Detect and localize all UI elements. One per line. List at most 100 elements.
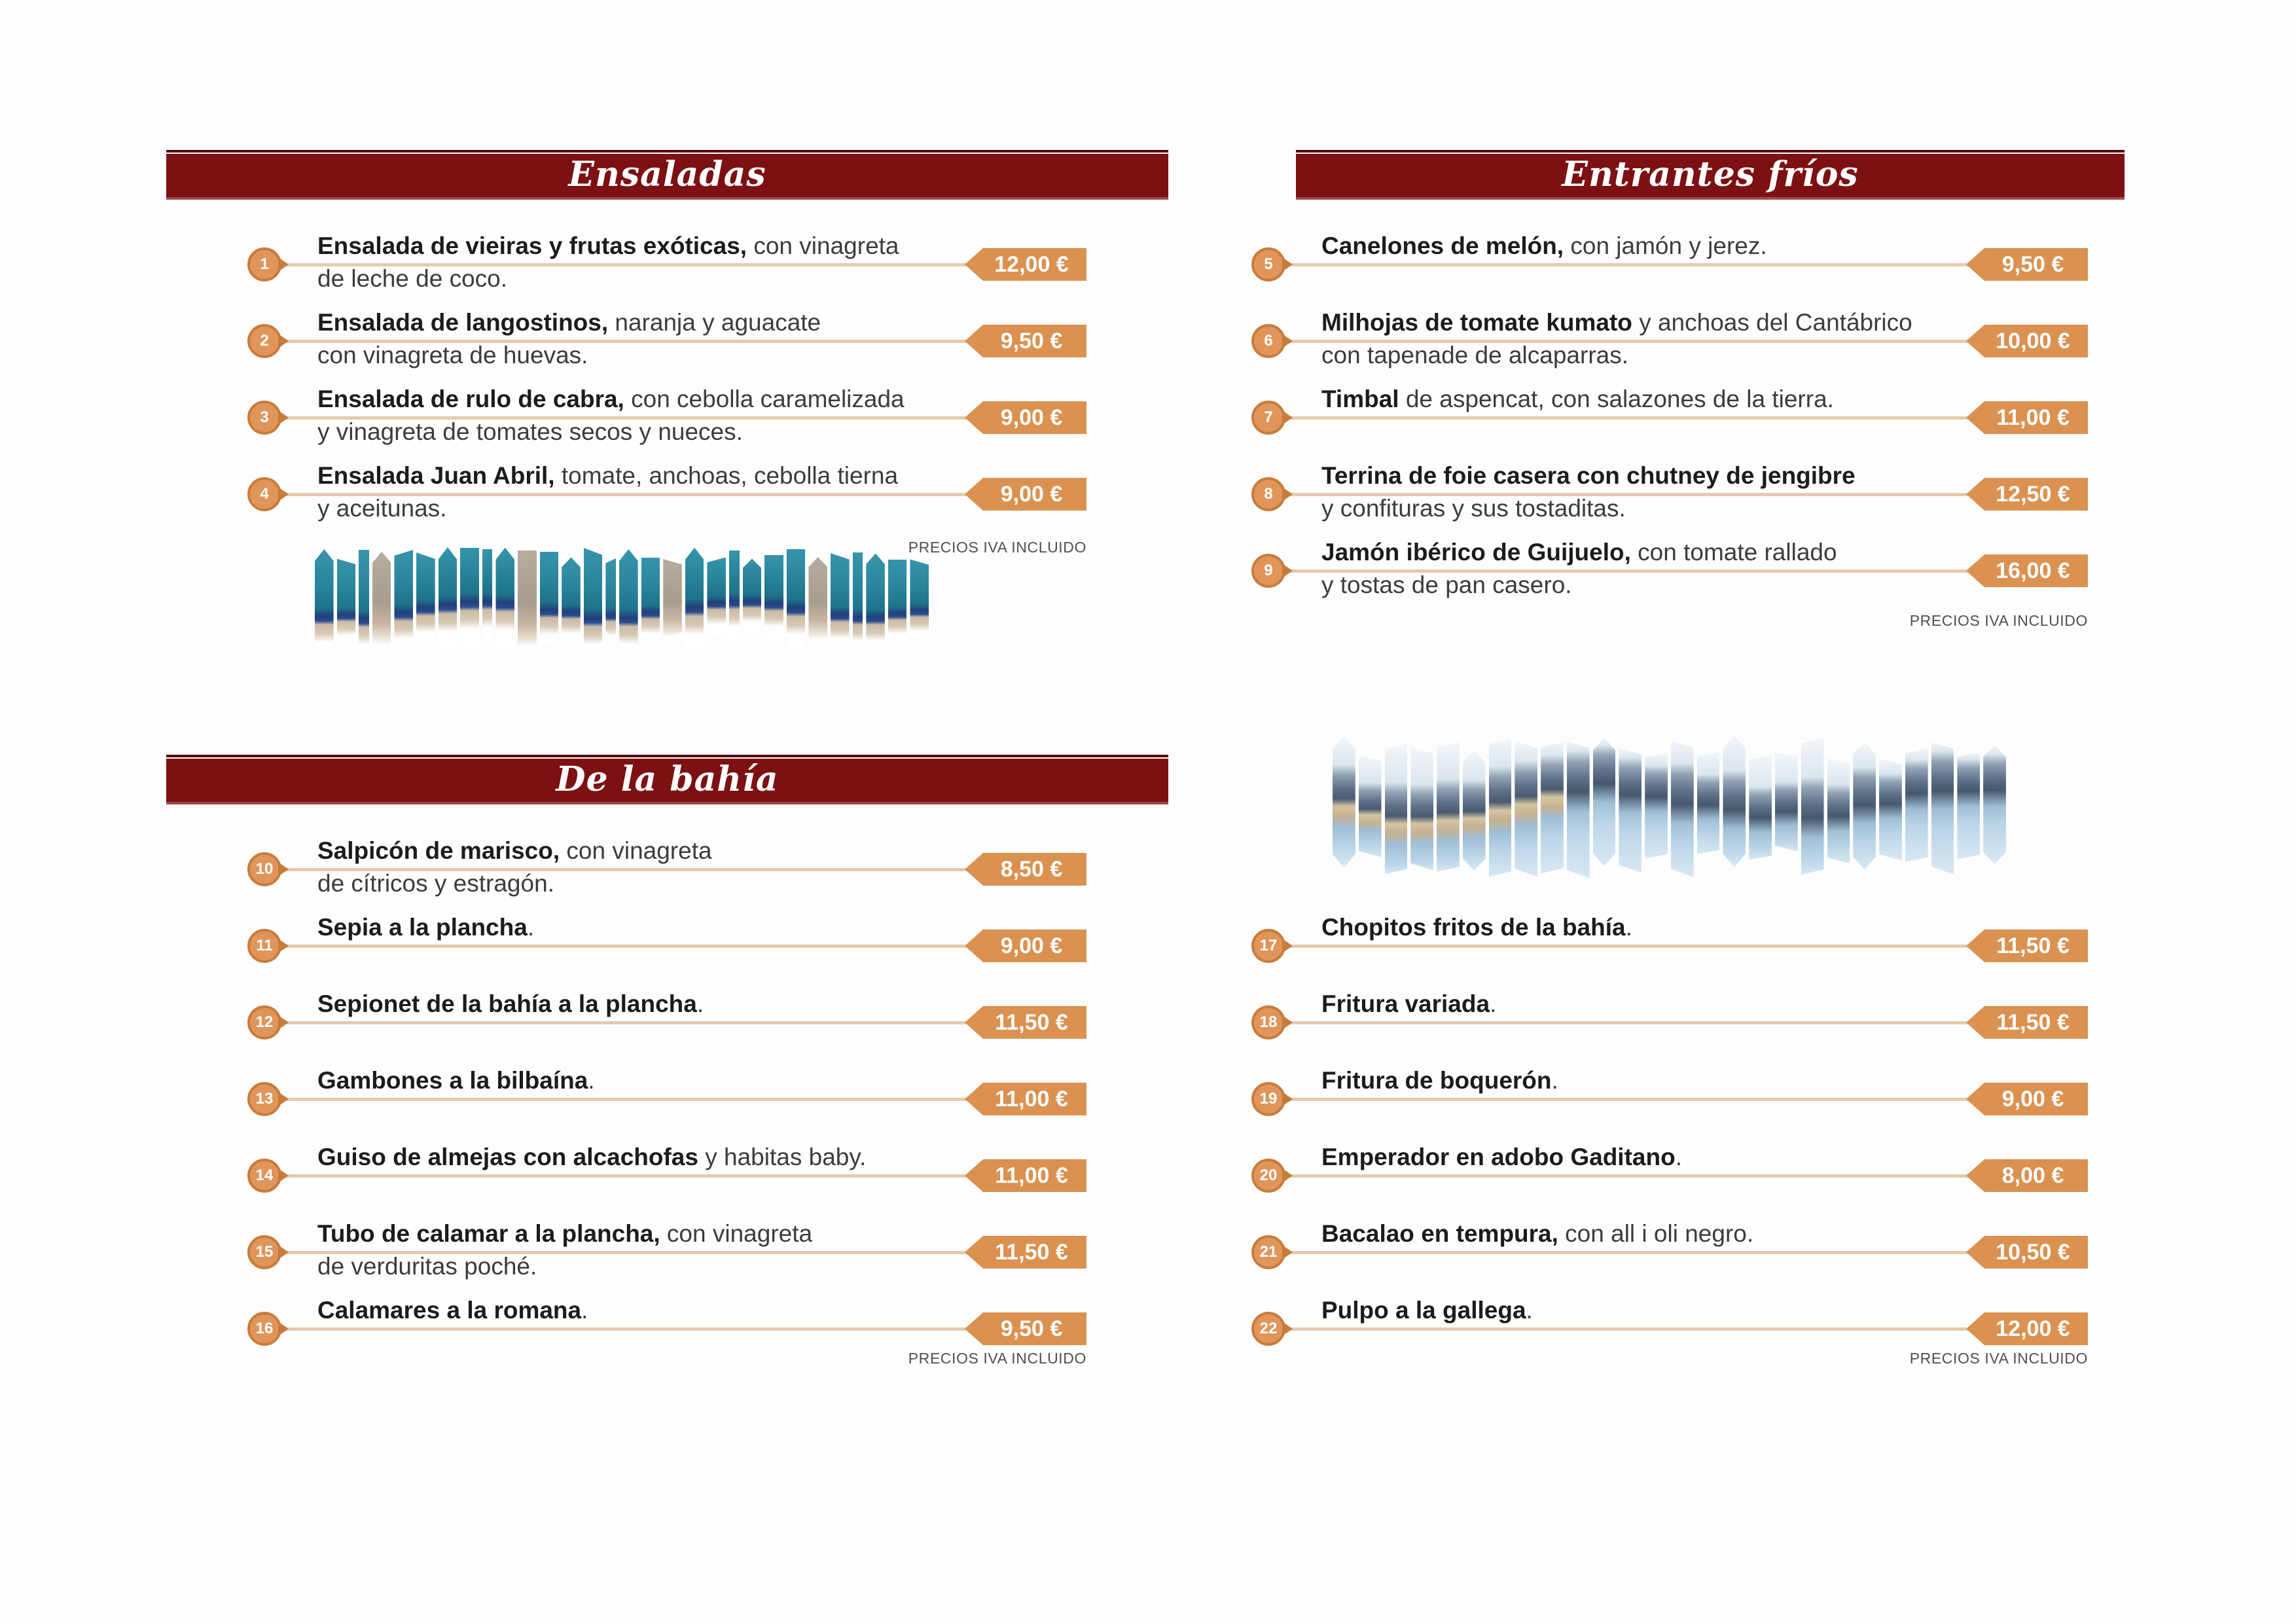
section-title: Ensaladas	[568, 154, 766, 194]
menu-items-ensaladas: 1 Ensalada de vieiras y frutas exóticas,…	[247, 225, 1086, 532]
item-name: Milhojas de tomate kumato	[1321, 309, 1632, 336]
leader-line	[283, 945, 970, 948]
item-description: con vinagreta de verduritas poché.	[317, 1220, 813, 1280]
photo-strip	[888, 559, 907, 637]
item-name: Timbal	[1321, 386, 1399, 412]
photo-strip	[1488, 738, 1512, 877]
item-number: 1	[260, 255, 269, 273]
item-text: Bacalao en tempura, con all i oli negro.	[1321, 1218, 2015, 1250]
photo-strip	[866, 553, 885, 643]
photo-strip	[1723, 735, 1746, 867]
item-text: Ensalada de langostinos, naranja y aguac…	[317, 306, 1011, 372]
menu-item-row: 13 Gambones a la bilbaína. 11,00 €	[247, 1060, 1086, 1136]
item-price: 12,00 €	[994, 252, 1069, 277]
item-price: 9,50 €	[1000, 1316, 1063, 1341]
item-number-badge: 21	[1251, 1235, 1285, 1269]
item-text: Fritura variada.	[1321, 988, 2015, 1020]
item-description: con jamón y jerez.	[1564, 232, 1767, 259]
leader-line	[1287, 945, 1971, 948]
menu-item-row: 20 Emperador en adobo Gaditano. 8,00 €	[1251, 1136, 2088, 1213]
item-text: Calamares a la romana.	[317, 1294, 1011, 1327]
photo-strip	[1410, 748, 1434, 871]
price-tag: 9,50 €	[965, 1312, 1086, 1345]
item-name: Fritura variada	[1321, 990, 1490, 1017]
item-name: Canelones de melón,	[1321, 232, 1564, 259]
item-price: 11,50 €	[1996, 1010, 2070, 1035]
price-tag: 9,00 €	[965, 478, 1086, 511]
price-tag: 11,50 €	[1966, 1006, 2088, 1039]
item-name: Jamón ibérico de Guijuelo,	[1321, 539, 1631, 566]
item-description: con vinagreta de leche de coco.	[317, 232, 899, 292]
photo-strip	[583, 548, 603, 648]
item-text: Milhojas de tomate kumato y anchoas del …	[1321, 306, 2015, 372]
item-price: 10,00 €	[1996, 329, 2070, 353]
item-description: con all i oli negro.	[1558, 1220, 1754, 1247]
menu-items-entrantes-frios: 5 Canelones de melón, con jamón y jerez.…	[1251, 225, 2088, 608]
photo-strip	[831, 553, 850, 643]
menu-item-row: 6 Milhojas de tomate kumato y anchoas de…	[1251, 302, 2088, 378]
item-name: Fritura de boquerón	[1321, 1067, 1552, 1094]
item-name: Sepia a la plancha	[317, 914, 528, 941]
item-number: 10	[255, 860, 274, 878]
item-name: Tubo de calamar a la plancha,	[317, 1220, 660, 1247]
leader-line	[283, 263, 970, 266]
price-tag: 16,00 €	[1966, 554, 2088, 587]
item-text: Ensalada de rulo de cabra, con cebolla c…	[317, 383, 1011, 448]
item-description: con tomate rallado y tostas de pan caser…	[1321, 539, 1837, 598]
photo-strip	[539, 551, 559, 645]
item-text: Sepionet de la bahía a la plancha.	[317, 988, 1011, 1020]
item-number: 7	[1264, 408, 1273, 426]
menu-item-row: 8 Terrina de foie casera con chutney de …	[1251, 455, 2088, 532]
item-description: con cebolla caramelizada y vinagreta de …	[317, 386, 905, 445]
item-price: 16,00 €	[1996, 558, 2070, 583]
item-number: 20	[1259, 1166, 1278, 1184]
photo-strip	[482, 549, 493, 647]
menu-item-row: 2 Ensalada de langostinos, naranja y agu…	[247, 302, 1086, 378]
beach-photo-collage	[315, 547, 929, 649]
menu-item-row: 1 Ensalada de vieiras y frutas exóticas,…	[247, 225, 1086, 302]
section-title: De la bahía	[556, 759, 779, 799]
item-text: Canelones de melón, con jamón y jerez.	[1321, 230, 2015, 262]
item-number: 9	[1264, 562, 1273, 579]
section-header-ensaladas: Ensaladas	[166, 150, 1168, 200]
item-name: Gambones a la bilbaína	[317, 1067, 588, 1094]
photo-strip	[1749, 755, 1772, 860]
photo-strip	[1619, 748, 1642, 873]
item-description: tomate, anchoas, cebolla tierna y aceitu…	[317, 462, 899, 522]
item-number-badge: 20	[1251, 1159, 1285, 1193]
item-name: Pulpo a la gallega	[1321, 1297, 1526, 1324]
item-name: Sepionet de la bahía a la plancha	[317, 990, 697, 1017]
item-number-badge: 18	[1251, 1005, 1285, 1039]
item-price: 8,00 €	[2001, 1163, 2064, 1188]
item-number-badge: 8	[1251, 477, 1285, 511]
item-text: Fritura de boquerón.	[1321, 1064, 2015, 1097]
price-tag: 8,00 €	[1966, 1159, 2088, 1192]
item-text: Chopitos fritos de la bahía.	[1321, 911, 2015, 944]
item-number-badge: 15	[247, 1235, 281, 1269]
photo-strip	[742, 558, 762, 638]
photo-strip	[495, 547, 515, 649]
item-price: 10,50 €	[1996, 1240, 2070, 1265]
item-number: 14	[255, 1166, 274, 1184]
photo-strip	[1827, 758, 1850, 864]
photo-strip	[1333, 736, 1355, 867]
item-description: .	[1625, 914, 1632, 941]
item-description: .	[1675, 1144, 1682, 1170]
item-number: 17	[1259, 937, 1278, 954]
item-price: 9,50 €	[2001, 252, 2064, 277]
leader-line	[283, 416, 970, 420]
item-description: de aspencat, con salazones de la tierra.	[1399, 386, 1834, 412]
price-tag: 11,50 €	[1966, 929, 2088, 962]
item-price: 11,00 €	[995, 1163, 1068, 1188]
item-text: Tubo de calamar a la plancha, con vinagr…	[317, 1218, 1011, 1283]
item-name: Chopitos fritos de la bahía	[1321, 914, 1626, 941]
item-text: Salpicón de marisco, con vinagreta de cí…	[317, 835, 1011, 900]
photo-strip	[562, 557, 581, 639]
item-name: Guiso de almejas con alcachofas	[317, 1144, 698, 1170]
item-price: 9,00 €	[1000, 933, 1063, 958]
item-number-badge: 13	[247, 1082, 281, 1116]
leader-line	[1287, 1174, 1971, 1178]
menu-items-fritos: 17 Chopitos fritos de la bahía. 11,50 € …	[1251, 907, 2088, 1366]
item-number: 22	[1259, 1320, 1278, 1337]
photo-strip	[1931, 742, 1954, 875]
